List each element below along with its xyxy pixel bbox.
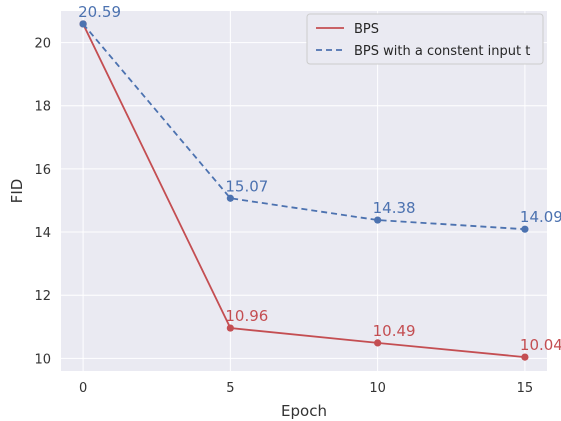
y-axis-label: FID	[8, 179, 26, 204]
x-tick-labels: 0 5 10 15	[79, 381, 533, 396]
y-tick-label: 20	[34, 37, 51, 52]
y-tick-label: 12	[34, 289, 51, 304]
series-1-data-label: 15.07	[225, 177, 268, 195]
y-tick-labels: 10 12 14 16 18 20	[34, 37, 51, 368]
data-labels: 10.96 10.49 10.04 20.59 15.07 14.38 14.09	[78, 3, 561, 354]
series-1-point	[79, 20, 87, 28]
y-tick-label: 16	[34, 163, 51, 178]
series-0-point	[521, 353, 529, 361]
y-tick-label: 18	[34, 100, 51, 115]
legend: BPS BPS with a constent input t	[306, 13, 544, 65]
series-line-0	[82, 23, 525, 359]
series-1-point	[226, 194, 234, 202]
x-tick-label: 10	[369, 381, 386, 396]
series-lines	[79, 20, 529, 361]
plot-area-background	[61, 11, 547, 371]
y-tick-label: 10	[34, 352, 51, 367]
x-tick-label: 5	[226, 381, 234, 396]
series-0-data-label: 10.96	[225, 307, 268, 325]
legend-label-bps: BPS	[354, 22, 379, 37]
series-1-data-label: 14.09	[520, 208, 561, 226]
x-tick-label: 15	[517, 381, 534, 396]
series-1-data-label: 14.38	[373, 199, 416, 217]
series-0-point	[374, 339, 382, 347]
series-1-point	[521, 225, 529, 233]
series-line-1	[82, 23, 525, 231]
x-axis-label: Epoch	[281, 402, 327, 420]
series-0-point	[226, 324, 234, 332]
series-0-data-label: 10.04	[520, 336, 561, 354]
legend-box	[306, 13, 544, 65]
series-1-point	[374, 216, 382, 224]
x-tick-label: 0	[79, 381, 87, 396]
y-tick-label: 14	[34, 226, 51, 241]
series-0-data-label: 10.49	[373, 322, 416, 340]
series-1-data-label: 20.59	[78, 3, 121, 21]
legend-label-bps-constant-t: BPS with a constent input t	[354, 44, 530, 59]
